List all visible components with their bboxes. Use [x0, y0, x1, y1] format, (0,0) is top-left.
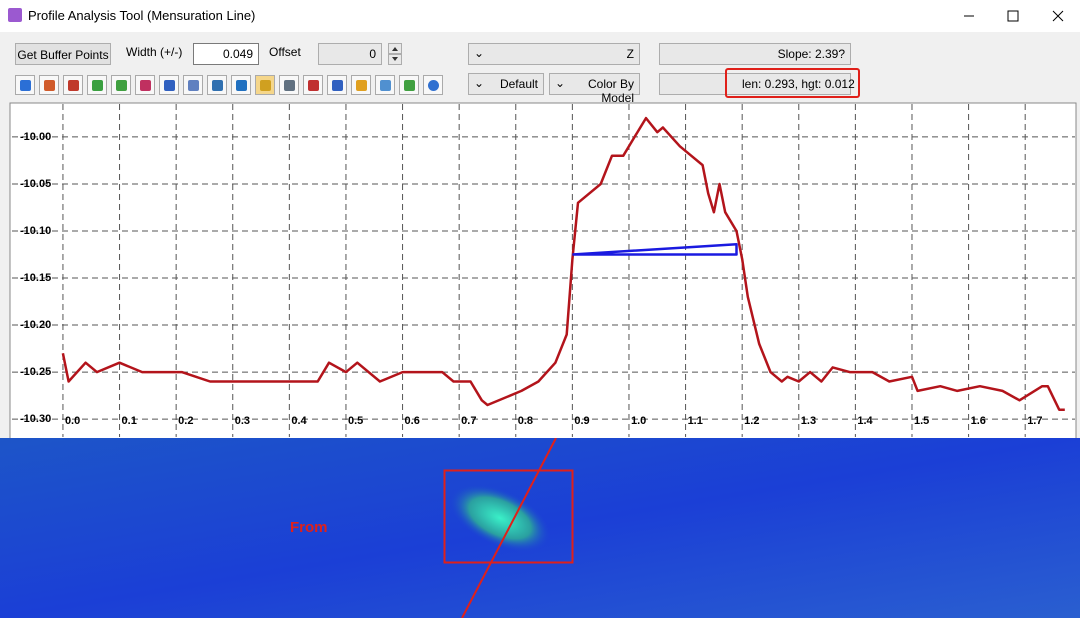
color-value: Color By Model — [587, 77, 634, 105]
target-object — [448, 483, 552, 553]
offset-spinner[interactable] — [388, 43, 402, 65]
maximize[interactable] — [1007, 10, 1019, 22]
slope-field: Slope: 2.39? — [659, 43, 851, 65]
selection-box — [443, 469, 574, 564]
measure-text: len: 0.293, hgt: 0.012 — [742, 77, 855, 91]
profile-line — [61, 116, 1065, 411]
style-dropdown[interactable]: ⌄ Default — [468, 73, 544, 95]
profile-track — [461, 438, 557, 618]
x-tick-label: 0.5 — [348, 415, 363, 427]
y-tick-label: -10.10 — [20, 225, 51, 237]
from-label: From — [290, 519, 328, 536]
x-tick-label: 0.3 — [235, 415, 250, 427]
x-tick-label: 0.1 — [122, 415, 137, 427]
x-tick-label: 1.3 — [801, 415, 816, 427]
offset-input[interactable]: 0 — [318, 43, 382, 65]
tool-icon[interactable] — [375, 75, 395, 95]
x-tick-label: 0.8 — [518, 415, 533, 427]
offset-label: Offset — [269, 45, 301, 59]
tool-icon[interactable] — [399, 75, 419, 95]
y-tick-label: -10.30 — [20, 413, 51, 425]
tool-icon[interactable] — [183, 75, 203, 95]
plot-area — [9, 102, 1077, 438]
width-label: Width (+/-) — [126, 45, 183, 59]
window-title: Profile Analysis Tool (Mensuration Line) — [28, 8, 256, 23]
tool-icon[interactable] — [279, 75, 299, 95]
x-tick-label: 1.2 — [744, 415, 759, 427]
x-tick-label: 1.5 — [914, 415, 929, 427]
get-buffer-button[interactable]: Get Buffer Points — [15, 43, 111, 65]
axis-dropdown[interactable]: ⌄ Z — [468, 43, 640, 65]
tool-icon[interactable] — [63, 75, 83, 95]
tool-icon[interactable] — [39, 75, 59, 95]
profile-chart: -10.30 -10.25 -10.20 -10.15 -10.10 -10.05 -10.… — [9, 102, 1077, 438]
map-view: From — [0, 438, 1080, 618]
y-tick-label: -10.20 — [20, 319, 51, 331]
x-tick-label: 1.4 — [857, 415, 873, 427]
window-controls[interactable] — [920, 0, 1080, 32]
x-tick-label: 0.0 — [65, 415, 80, 427]
x-tick-label: 1.7 — [1027, 415, 1042, 427]
title-bar: Profile Analysis Tool (Mensuration Line) — [0, 0, 1080, 32]
close[interactable] — [1052, 10, 1064, 22]
width-input[interactable]: 0.049 — [193, 43, 259, 65]
axis-value: Z — [626, 47, 634, 61]
tool-icon[interactable] — [351, 75, 371, 95]
measure-field — [659, 73, 851, 95]
y-tick-label: -10.15 — [20, 272, 51, 284]
mensuration-line — [572, 242, 738, 256]
tool-icon[interactable] — [87, 75, 107, 95]
tool-icon[interactable] — [159, 75, 179, 95]
color-dropdown[interactable]: ⌄ Color By Model — [549, 73, 640, 105]
style-value: Default — [499, 77, 538, 91]
x-tick-label: 1.0 — [631, 415, 646, 427]
tool-icon[interactable] — [111, 75, 131, 95]
tool-icon[interactable] — [255, 75, 275, 95]
tool-icon[interactable] — [231, 75, 251, 95]
x-tick-label: 1.6 — [971, 415, 986, 427]
x-tick-label: 1.1 — [688, 415, 703, 427]
app-icon — [8, 8, 22, 22]
tool-icon[interactable] — [135, 75, 155, 95]
tool-icon[interactable] — [207, 75, 227, 95]
y-tick-label: -10.25 — [20, 366, 51, 378]
tool-icon[interactable] — [327, 75, 347, 95]
x-tick-label: 0.6 — [405, 415, 420, 427]
measure-highlight — [725, 68, 860, 98]
x-tick-label: 0.4 — [291, 415, 307, 427]
x-tick-label: 0.9 — [574, 415, 589, 427]
y-tick-label: -10.00 — [20, 131, 51, 143]
tool-icon[interactable] — [15, 75, 35, 95]
icon-toolbar — [15, 75, 455, 95]
x-tick-label: 0.2 — [178, 415, 193, 427]
x-tick-label: 0.7 — [461, 415, 476, 427]
tool-icon[interactable] — [423, 75, 443, 95]
y-tick-label: -10.05 — [20, 178, 51, 190]
tool-icon[interactable] — [303, 75, 323, 95]
